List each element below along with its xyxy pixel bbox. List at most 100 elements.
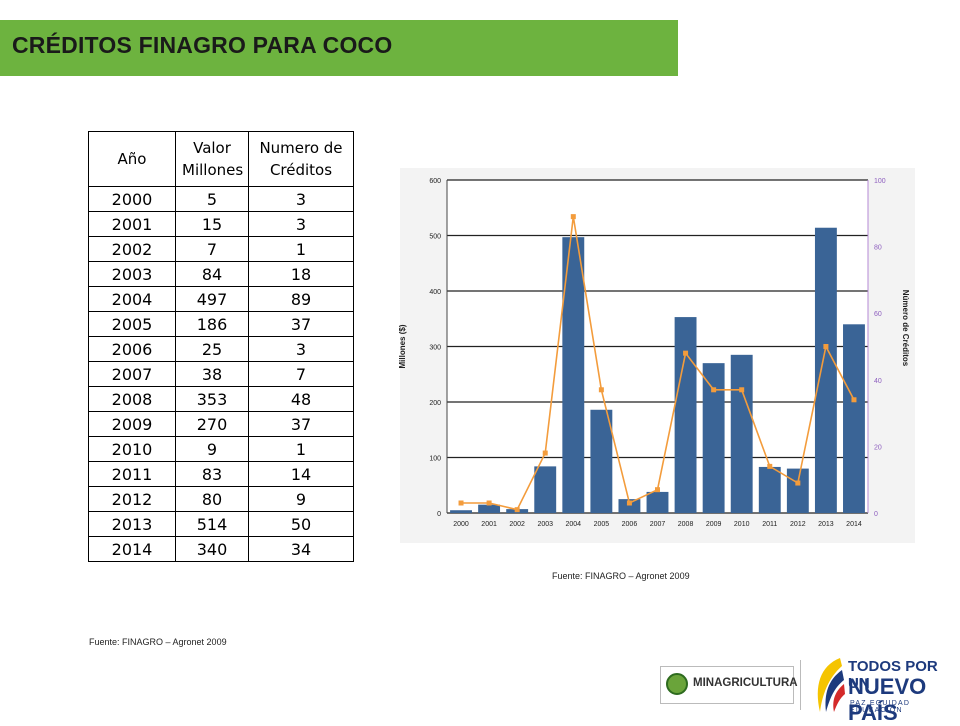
- y2-tick-label: 20: [874, 444, 882, 451]
- y-axis-label: Millones ($): [398, 324, 407, 368]
- cell-count: 9: [248, 486, 354, 512]
- cell-count: 3: [248, 186, 354, 212]
- line-point: [486, 500, 492, 506]
- cell-value: 38: [175, 361, 249, 387]
- line-point: [795, 480, 801, 486]
- cell-value: 340: [175, 536, 249, 562]
- line-point: [514, 507, 520, 513]
- bar: [814, 227, 837, 514]
- cell-count: 34: [248, 536, 354, 562]
- header-count-text: Numero de Créditos: [259, 139, 343, 179]
- line-point: [739, 387, 745, 393]
- page-title: CRÉDITOS FINAGRO PARA COCO: [12, 32, 393, 58]
- cell-count: 1: [248, 436, 354, 462]
- title-bar: CRÉDITOS FINAGRO PARA COCO: [0, 20, 678, 76]
- y-tick-label: 200: [429, 400, 441, 407]
- y2-tick-label: 80: [874, 245, 882, 252]
- x-tick-label: 2006: [622, 521, 638, 528]
- cell-value: 7: [175, 236, 249, 262]
- cell-year: 2000: [88, 186, 176, 212]
- x-tick-label: 2011: [762, 521, 777, 528]
- line-point: [711, 387, 717, 393]
- cell-count: 48: [248, 386, 354, 412]
- header-value: Valor Millones: [175, 131, 249, 187]
- header-value-text: Valor Millones: [182, 139, 244, 179]
- x-tick-label: 2008: [678, 521, 694, 528]
- y-tick-label: 500: [429, 234, 441, 241]
- table-source: Fuente: FINAGRO – Agronet 2009: [89, 637, 227, 647]
- cell-count: 3: [248, 211, 354, 237]
- cell-value: 353: [175, 386, 249, 412]
- y-tick-label: 100: [429, 456, 441, 463]
- cell-value: 514: [175, 511, 249, 537]
- cell-year: 2010: [88, 436, 176, 462]
- combo-chart: 0 100 200 300 400 500 600 0 20 40 60 80 100 2000 2001 2…: [395, 168, 920, 553]
- logo-divider: [800, 660, 801, 710]
- x-tick-label: 2014: [846, 521, 862, 528]
- bar: [618, 499, 641, 513]
- cell-value: 15: [175, 211, 249, 237]
- cell-year: 2014: [88, 536, 176, 562]
- table-row: 2004 497 89: [88, 286, 354, 312]
- bar: [674, 317, 697, 513]
- footer-logos: MINAGRICULTURA TODOS POR UN NUEVO PAÍS P…: [652, 652, 952, 725]
- x-tick-label: 2001: [481, 521, 497, 528]
- x-tick-label: 2002: [509, 521, 525, 528]
- x-tick-label: 2007: [650, 521, 666, 528]
- minagricultura-text: MINAGRICULTURA: [693, 677, 798, 689]
- y-tick-label: 0: [437, 511, 441, 518]
- table-row: 2001 15 3: [88, 211, 354, 237]
- cell-value: 83: [175, 461, 249, 487]
- x-tick-label: 2010: [734, 521, 750, 528]
- bar: [758, 466, 781, 513]
- bar: [450, 510, 472, 513]
- cell-year: 2002: [88, 236, 176, 262]
- bar: [534, 466, 557, 513]
- bar: [702, 363, 725, 513]
- table-header-row: Año Valor Millones Numero de Créditos: [88, 131, 354, 187]
- table-row: 2006 25 3: [88, 336, 354, 362]
- table-row: 2007 38 7: [88, 361, 354, 387]
- cell-year: 2013: [88, 511, 176, 537]
- todos-por-un-nuevo-pais-emblem-icon: [817, 658, 845, 712]
- line-point: [458, 500, 464, 506]
- cell-count: 7: [248, 361, 354, 387]
- cell-year: 2005: [88, 311, 176, 337]
- cell-year: 2007: [88, 361, 176, 387]
- cell-value: 270: [175, 411, 249, 437]
- cell-value: 186: [175, 311, 249, 337]
- bar: [590, 409, 613, 513]
- line-point: [767, 463, 773, 469]
- bar: [646, 491, 669, 513]
- bar: [562, 237, 585, 513]
- table-row: 2000 5 3: [88, 186, 354, 212]
- y2-tick-label: 60: [874, 311, 882, 318]
- header-year: Año: [88, 131, 176, 187]
- table-row: 2008 353 48: [88, 386, 354, 412]
- line-point: [542, 450, 548, 456]
- cell-year: 2001: [88, 211, 176, 237]
- bar: [478, 504, 501, 513]
- cell-count: 50: [248, 511, 354, 537]
- table-row: 2014 340 34: [88, 536, 354, 562]
- line-point: [823, 344, 829, 349]
- line-point: [851, 397, 857, 403]
- credits-table: Año Valor Millones Numero de Créditos 20…: [88, 131, 354, 562]
- cell-value: 5: [175, 186, 249, 212]
- bar: [730, 354, 753, 513]
- cell-value: 84: [175, 261, 249, 287]
- cell-year: 2008: [88, 386, 176, 412]
- table-row: 2002 7 1: [88, 236, 354, 262]
- cell-year: 2006: [88, 336, 176, 362]
- y-tick-label: 300: [429, 345, 441, 352]
- cell-count: 89: [248, 286, 354, 312]
- x-tick-label: 2000: [453, 521, 469, 528]
- table-row: 2012 80 9: [88, 486, 354, 512]
- table-row: 2005 186 37: [88, 311, 354, 337]
- x-tick-label: 2012: [790, 521, 806, 528]
- chart-source: Fuente: FINAGRO – Agronet 2009: [552, 571, 690, 581]
- table-row: 2013 514 50: [88, 511, 354, 537]
- cell-count: 37: [248, 411, 354, 437]
- cell-year: 2009: [88, 411, 176, 437]
- cell-value: 25: [175, 336, 249, 362]
